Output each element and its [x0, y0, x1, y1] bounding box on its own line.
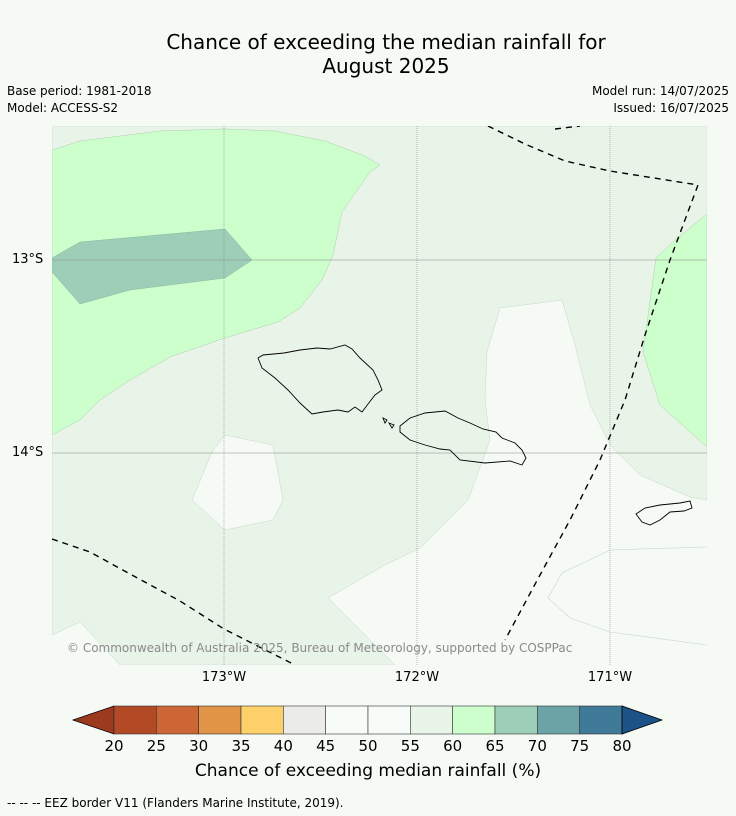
colorbar-segment	[410, 705, 453, 735]
map-title-line1: Chance of exceeding the median rainfall …	[166, 30, 606, 54]
colorbar-tick-label: 20	[104, 737, 124, 755]
model-text: Model: ACCESS-S2	[7, 101, 119, 115]
colorbar-tick-label: 45	[316, 737, 336, 755]
contour-45-55-island	[191, 434, 284, 531]
upolu-island	[399, 410, 527, 466]
colorbar-tick-label: 35	[231, 737, 251, 755]
colorbar-tick-label: 70	[527, 737, 547, 755]
model-run-text: Model run: 14/07/2025	[591, 84, 729, 98]
colorbar-label: Chance of exceeding median rainfall (%)	[194, 761, 542, 781]
lat-label-14s: 14°S	[12, 445, 44, 460]
colorbar-extend-high	[621, 705, 664, 735]
colorbar-tick-label: 65	[485, 737, 505, 755]
contour-65-70-region	[52, 228, 253, 305]
contour-60-65-east	[642, 213, 707, 448]
colorbar-extend-low	[71, 705, 115, 735]
colorbar-tick-label: 60	[443, 737, 463, 755]
colorbar-segment	[283, 705, 326, 735]
colorbar-segment	[494, 705, 538, 735]
meta-left: Base period: 1981-2018 Model: ACCESS-S2	[7, 83, 152, 117]
colorbar-tick-label: 80	[612, 737, 632, 755]
colorbar-segment	[113, 705, 157, 735]
lon-label-173w: 173°W	[201, 670, 247, 685]
colorbar-segment	[579, 705, 623, 735]
tutuila-island	[635, 500, 693, 526]
colorbar-tick-label: 40	[273, 737, 293, 755]
map-panel	[52, 126, 707, 665]
contour-60-65-west	[52, 128, 381, 436]
colorbar-segment	[367, 705, 411, 735]
manono-island	[382, 417, 395, 429]
savaii-island	[257, 344, 383, 415]
colorbar-segment	[325, 705, 369, 735]
colorbar-tick-label: 50	[358, 737, 378, 755]
graticule	[52, 126, 707, 665]
lat-label-13s: 13°S	[12, 252, 44, 267]
map-title-line2: August 2025	[322, 54, 450, 78]
lon-label-171w: 171°W	[587, 670, 633, 685]
colorbar-segment	[240, 705, 284, 735]
issued-text: Issued: 16/07/2025	[613, 101, 729, 115]
samoa-islands	[257, 344, 693, 526]
map-title: Chance of exceeding the median rainfall …	[0, 30, 736, 78]
colorbar-segment	[452, 705, 496, 735]
colorbar-segment	[537, 705, 580, 735]
colorbar-tick-label: 25	[146, 737, 166, 755]
copyright-notice: © Commonwealth of Australia 2025, Bureau…	[67, 641, 573, 655]
colorbar-tick-label: 30	[189, 737, 209, 755]
eez-border	[52, 126, 699, 665]
colorbar-segment	[198, 705, 242, 735]
colorbar-segment	[156, 705, 199, 735]
colorbar-tick-label: 75	[570, 737, 590, 755]
colorbar	[71, 705, 664, 735]
lon-label-172w: 172°W	[394, 670, 440, 685]
meta-right: Model run: 14/07/2025 Issued: 16/07/2025	[592, 83, 729, 117]
base-period-text: Base period: 1981-2018	[7, 84, 152, 98]
eez-footnote: -- -- -- EEZ border V11 (Flanders Marine…	[7, 796, 344, 810]
colorbar-tick-label: 55	[400, 737, 420, 755]
